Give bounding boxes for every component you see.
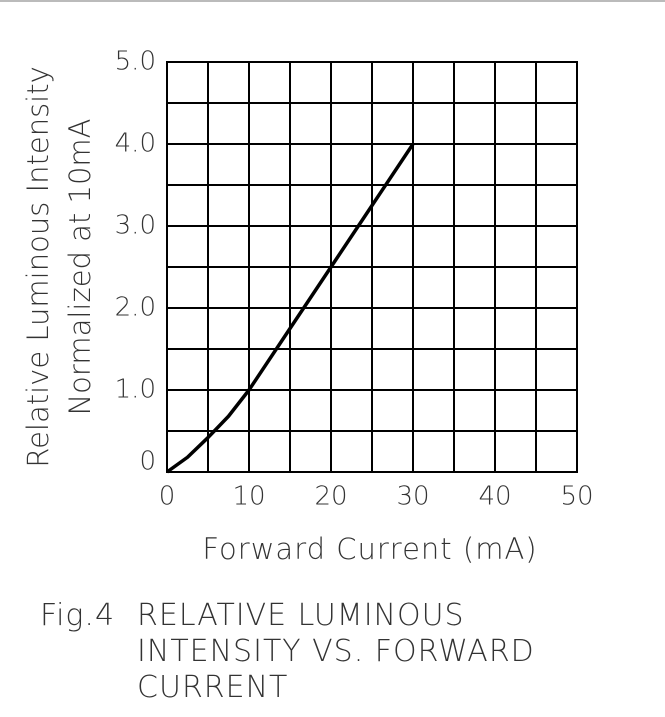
y-tick-label: 0 xyxy=(139,447,156,477)
y-axis-label: Relative Luminous Intensity xyxy=(21,66,55,468)
x-axis-label: Forward Current (mA) xyxy=(202,532,537,566)
figure-label: Fig.4 xyxy=(40,598,116,633)
caption: Fig.4 RELATIVE LUMINOUS INTENSITY VS. FO… xyxy=(40,598,640,706)
x-tick-label: 40 xyxy=(478,482,511,512)
y-tick-label: 1.0 xyxy=(115,375,156,405)
y-tick-label: 2.0 xyxy=(115,293,156,323)
chart: Relative Luminous Intensity Normalized a… xyxy=(0,0,665,566)
y-axis-label: Normalized at 10mA xyxy=(63,118,97,415)
x-tick-label: 30 xyxy=(396,482,429,512)
x-tick-label: 0 xyxy=(159,482,176,512)
plot-frame xyxy=(166,61,578,473)
chart-title: RELATIVE LUMINOUS INTENSITY VS. FORWARD … xyxy=(137,598,535,705)
x-tick-label: 20 xyxy=(314,482,347,512)
y-tick-label: 3.0 xyxy=(115,211,156,241)
y-tick-label: 5.0 xyxy=(115,47,156,77)
data-line xyxy=(165,143,415,474)
x-tick-label: 50 xyxy=(560,482,593,512)
y-tick-label: 4.0 xyxy=(115,129,156,159)
x-tick-label: 10 xyxy=(232,482,265,512)
